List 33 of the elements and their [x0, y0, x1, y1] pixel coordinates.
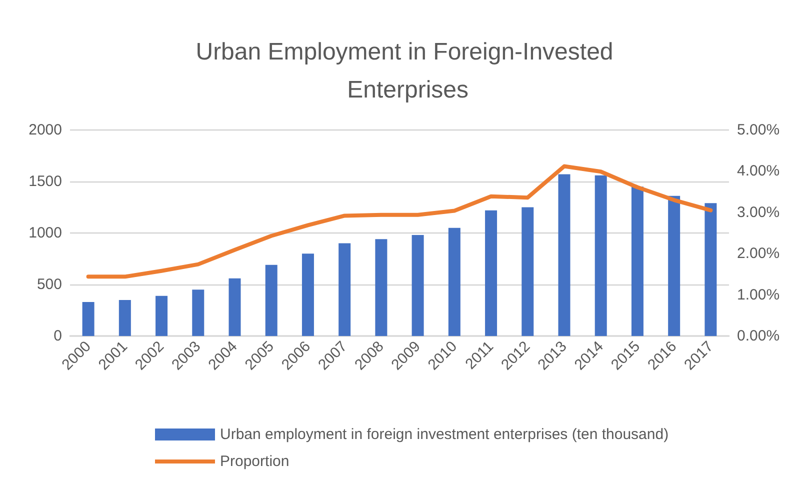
bar — [412, 235, 424, 336]
bar — [704, 203, 717, 336]
y-tick-label: 1000 — [28, 224, 62, 242]
y2-tick-label: 0.00% — [737, 328, 780, 344]
chart-title: Urban Employment in Foreign-Invested Enterprises — [196, 38, 614, 104]
y2-tick-label: 3.00% — [737, 204, 780, 221]
bar — [192, 290, 204, 336]
bar — [668, 196, 680, 336]
bar — [631, 186, 644, 336]
bar — [156, 296, 168, 336]
y-tick-label: 1500 — [28, 173, 62, 190]
bar — [448, 228, 460, 336]
bar — [375, 239, 388, 336]
bar — [558, 174, 570, 336]
bar — [522, 207, 534, 336]
legend-label: Urban employment in foreign investment enterprises (ten thousand) — [220, 426, 669, 443]
y-tick-label: 0 — [54, 328, 62, 344]
y-tick-label: 2000 — [28, 122, 62, 138]
bar — [302, 254, 314, 336]
y-tick-label: 500 — [36, 276, 62, 293]
bar — [594, 175, 607, 336]
bar — [118, 300, 131, 336]
y2-tick-label: 4.00% — [737, 162, 780, 180]
y2-tick-label: 1.00% — [737, 286, 780, 304]
y2-tick-label: 2.00% — [737, 245, 780, 262]
line-series — [86, 164, 713, 279]
bar — [265, 264, 278, 336]
bar — [485, 210, 498, 336]
bar — [338, 243, 351, 336]
bar — [82, 302, 94, 336]
y2-tick-label: 5.00% — [737, 122, 780, 138]
legend-label: Proportion — [220, 453, 290, 470]
bar — [228, 278, 241, 336]
